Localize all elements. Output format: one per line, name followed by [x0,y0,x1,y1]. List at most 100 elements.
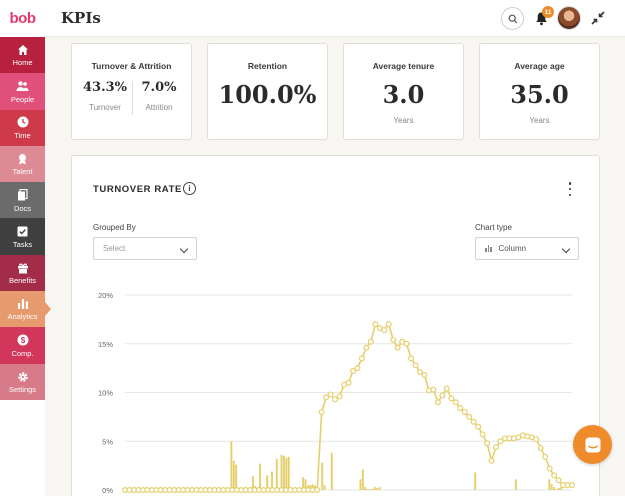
data-point[interactable] [412,362,419,369]
avatar[interactable] [557,6,581,30]
sidebar-item-settings[interactable]: Settings [0,363,45,400]
data-point[interactable] [314,487,321,494]
data-point[interactable] [323,394,330,401]
kpi-average-age-card[interactable]: Average age 35.0 Years [479,43,600,140]
data-point[interactable] [354,365,361,372]
data-point[interactable] [327,391,334,398]
chart-bar[interactable] [371,489,374,490]
data-point[interactable] [332,396,339,403]
data-point[interactable] [569,482,576,489]
chat-launcher-button[interactable] [573,425,612,464]
data-point[interactable] [461,409,468,416]
chart-bar[interactable] [369,489,371,490]
chart-bar[interactable] [271,471,273,490]
data-point[interactable] [488,457,495,464]
data-point[interactable] [439,392,446,399]
sidebar-item-analytics[interactable]: Analytics [0,291,51,328]
kpi-turnover-attrition-card[interactable]: Turnover & Attrition 43.3% 7.0% Turnover… [71,43,192,140]
chart-bar[interactable] [321,462,324,490]
search-button[interactable] [501,7,524,30]
sidebar-item-tasks[interactable]: Tasks [0,218,45,255]
more-options-button[interactable] [567,182,573,196]
data-point[interactable] [448,395,455,402]
chart-bar[interactable] [548,479,551,490]
data-point[interactable] [443,385,450,392]
chart-bar[interactable] [361,469,364,490]
chart-bar[interactable] [514,479,517,490]
chart-bar[interactable] [314,485,316,491]
sidebar-item-benefits[interactable]: Benefits [0,254,45,292]
data-point[interactable] [367,338,374,345]
data-point[interactable] [394,344,401,351]
data-point[interactable] [533,436,540,443]
chart-bar[interactable] [266,475,269,491]
chart-bar[interactable] [251,476,254,490]
chart-bar[interactable] [553,487,556,490]
data-point[interactable] [466,413,473,420]
data-point[interactable] [555,477,562,484]
chart-bar[interactable] [283,455,285,491]
chart-bar[interactable] [474,472,477,490]
data-point[interactable] [546,465,553,472]
chart-bar[interactable] [287,456,290,490]
chart-bar[interactable] [230,441,233,490]
data-point[interactable] [475,423,482,430]
data-point[interactable] [417,369,424,376]
info-icon[interactable]: i [183,182,196,195]
sidebar-item-people[interactable]: People [0,73,45,110]
data-point[interactable] [484,440,491,447]
chart-bar[interactable] [560,487,563,490]
chart-bar[interactable] [373,487,376,490]
chart-bar[interactable] [555,489,558,490]
chart-bar[interactable] [323,485,326,491]
chart-bar[interactable] [309,485,312,491]
sidebar-item-time[interactable]: Time [0,109,45,146]
chart-bar[interactable] [235,464,238,490]
chart-bar[interactable] [364,487,367,490]
data-point[interactable] [385,321,392,328]
data-point[interactable] [479,431,486,438]
data-point[interactable] [408,355,415,362]
data-point[interactable] [336,393,343,400]
bob-logo[interactable]: bob [9,10,37,27]
chart-bar[interactable] [359,479,362,490]
chart-bar[interactable] [378,487,381,490]
data-point[interactable] [493,444,500,451]
data-point[interactable] [349,368,356,375]
data-point[interactable] [403,340,410,347]
data-point[interactable] [363,344,370,351]
data-point[interactable] [381,327,388,334]
kpi-retention-card[interactable]: Retention 100.0% [207,43,328,140]
data-point[interactable] [390,336,397,343]
chart-bar[interactable] [550,484,553,490]
sidebar-item-docs[interactable]: Docs [0,182,45,219]
data-point[interactable] [497,438,504,445]
collapse-icon[interactable] [590,10,606,26]
data-point[interactable] [345,379,352,386]
chart-bar[interactable] [557,488,560,490]
data-point[interactable] [542,453,549,460]
sidebar-item-home[interactable]: Home [0,37,45,74]
kpi-average-tenure-card[interactable]: Average tenure 3.0 Years [343,43,464,140]
data-point[interactable] [434,399,441,406]
data-point[interactable] [457,405,464,412]
data-point[interactable] [421,371,428,378]
chart-bar[interactable] [259,463,262,490]
chart-bar[interactable] [280,454,283,490]
chart-bar[interactable] [376,488,379,490]
chart-bar[interactable] [285,457,288,490]
chart-bar[interactable] [366,489,369,490]
chart-bar[interactable] [232,460,235,490]
chart-bar[interactable] [275,458,278,490]
grouped-by-select[interactable]: Select [93,237,197,260]
sidebar-item-talent[interactable]: Talent [0,145,45,183]
data-point[interactable] [470,418,477,425]
data-point[interactable] [430,386,437,393]
sidebar-item-comp[interactable]: $ Comp. [0,327,45,364]
data-point[interactable] [318,409,325,416]
chart-bar[interactable] [304,479,307,490]
data-point[interactable] [551,472,558,479]
data-point[interactable] [372,321,379,328]
data-point[interactable] [452,399,459,406]
chart-bar[interactable] [302,477,305,490]
